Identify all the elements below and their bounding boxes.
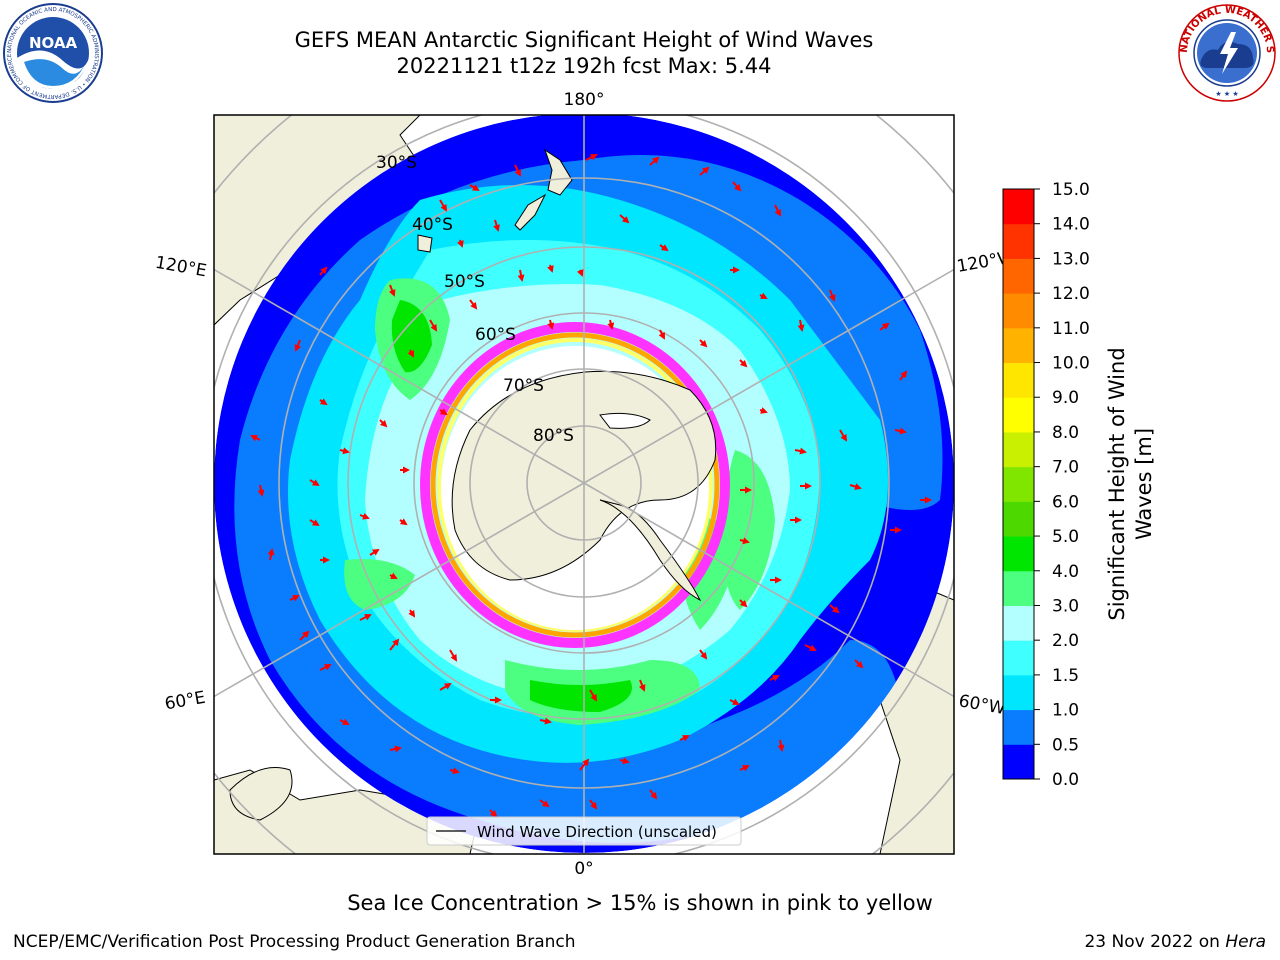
colorbar-tick-label: 0.5 <box>1052 735 1079 755</box>
colorbar-frame <box>1002 188 1035 780</box>
colorbar-tick-label: 9.0 <box>1052 388 1079 408</box>
colorbar-tick-label: 13.0 <box>1052 249 1090 269</box>
colorbar-tick-label: 6.0 <box>1052 492 1079 512</box>
colorbar-swatch <box>1003 431 1034 468</box>
colorbar-swatch <box>1003 709 1034 745</box>
colorbar-tick-label: 0.0 <box>1052 770 1079 790</box>
footer-host: Hera <box>1225 932 1266 952</box>
colorbar-swatch <box>1003 605 1034 641</box>
colorbar-swatch <box>1003 466 1034 502</box>
colorbar-tick-label: 4.0 <box>1052 562 1079 582</box>
lat-label-70s: 70°S <box>503 376 544 396</box>
colorbar-swatch <box>1003 501 1034 537</box>
colorbar-swatch <box>1003 674 1034 711</box>
colorbar-tick-label: 14.0 <box>1052 215 1090 235</box>
chart-subtitle: 20221121 t12z 192h fcst Max: 5.44 <box>396 54 772 78</box>
noaa-logo: NOAA NATIONAL OCEANIC AND ATMOSPHERIC AD… <box>3 3 103 103</box>
colorbar-swatch <box>1003 362 1034 398</box>
colorbar-tick-label: 5.0 <box>1052 527 1079 547</box>
legend-label: Wind Wave Direction (unscaled) <box>477 823 717 841</box>
colorbar-tick-label: 7.0 <box>1052 458 1079 478</box>
footer-date: 23 Nov 2022 on Hera <box>1084 932 1266 952</box>
lon-label-180: 180° <box>564 90 605 110</box>
colorbar-tick-label: 8.0 <box>1052 423 1079 443</box>
footer-date-text: 23 Nov 2022 on <box>1084 932 1226 952</box>
map-frame <box>213 114 955 855</box>
colorbar-label-line1: Significant Height of Wind <box>1105 347 1129 620</box>
colorbar-tick-label: 12.0 <box>1052 284 1090 304</box>
lat-label-60s: 60°S <box>475 325 516 345</box>
svg-text:★ ★ ★: ★ ★ ★ <box>1215 90 1238 98</box>
colorbar-label-line2: Waves [m] <box>1132 428 1156 540</box>
sea-ice-note: Sea Ice Concentration > 15% is shown in … <box>347 891 933 915</box>
colorbar-swatch <box>1003 189 1034 225</box>
colorbar-swatch <box>1003 640 1034 676</box>
colorbar-tick-label: 3.0 <box>1052 596 1079 616</box>
map-legend: Wind Wave Direction (unscaled) <box>426 816 742 846</box>
lat-label-80s: 80°S <box>533 426 574 446</box>
colorbar-tick-label: 1.5 <box>1052 666 1079 686</box>
lat-label-50s: 50°S <box>444 272 485 292</box>
colorbar-tick-label: 1.0 <box>1052 701 1079 721</box>
colorbar-swatch <box>1003 570 1034 606</box>
nws-logo: NATIONAL WEATHER SERVICE ★ ★ ★ <box>1176 2 1276 102</box>
footer-organization: NCEP/EMC/Verification Post Processing Pr… <box>13 932 576 952</box>
colorbar-swatch <box>1003 397 1034 433</box>
colorbar-swatch <box>1003 744 1034 780</box>
noaa-logo-text: NOAA <box>29 34 78 52</box>
colorbar-swatch <box>1003 327 1034 364</box>
colorbar-tick-label: 2.0 <box>1052 631 1079 651</box>
colorbar-tick-label: 11.0 <box>1052 319 1090 339</box>
colorbar-ticks: 0.0 0.5 1.0 1.5 2.0 3.0 4.0 5.0 6.0 7.0 8.0 9.0 10.0… <box>1034 180 1090 790</box>
graticule <box>214 115 954 854</box>
colorbar-tick-label: 10.0 <box>1052 354 1090 374</box>
colorbar-swatch <box>1003 293 1034 329</box>
colorbar-swatch <box>1003 223 1034 259</box>
colorbar-swatches <box>1003 189 1034 780</box>
lat-label-40s: 40°S <box>412 215 453 235</box>
lon-label-0: 0° <box>574 859 593 879</box>
colorbar-swatch <box>1003 536 1034 572</box>
wind-wave-arrows <box>250 154 932 818</box>
new-zealand <box>417 148 573 253</box>
lat-label-30s: 30°S <box>376 153 417 173</box>
colorbar-tick-label: 15.0 <box>1052 180 1090 200</box>
chart-title: GEFS MEAN Antarctic Significant Height o… <box>294 28 874 52</box>
colorbar-swatch <box>1003 258 1034 294</box>
